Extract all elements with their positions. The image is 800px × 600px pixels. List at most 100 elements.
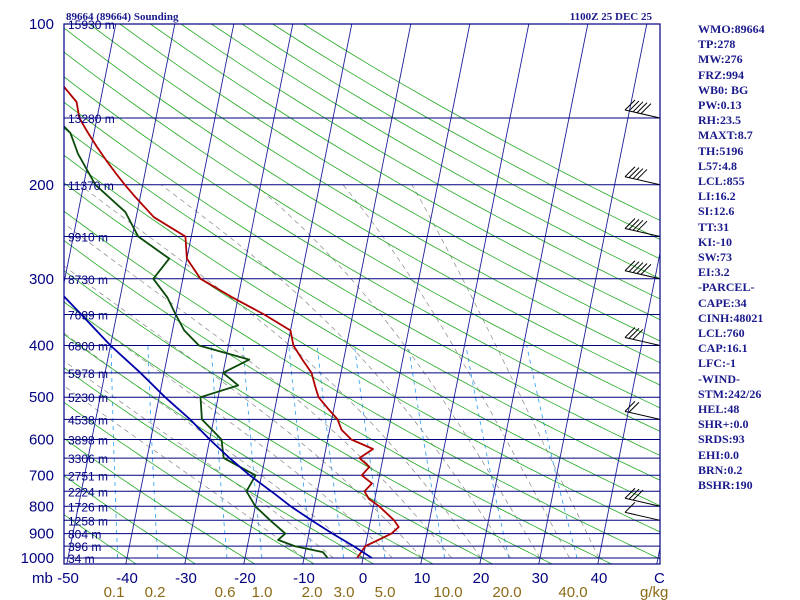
pressure-label: 800: [29, 498, 54, 515]
temperature-tick: 40: [591, 570, 608, 587]
temperature-tick: -30: [175, 570, 197, 587]
wind-barb: [624, 401, 661, 420]
isotherm: [479, 24, 589, 564]
index-item: RH:23.5: [698, 113, 741, 128]
barb-flag: [636, 220, 648, 232]
wind-barb: [624, 487, 661, 507]
sounding-traces: [64, 85, 400, 559]
moist-adiabat: [342, 184, 570, 559]
barb-shaft: [624, 410, 661, 420]
index-item: EI:3.2: [698, 265, 730, 280]
time-label: 1100Z 25 DEC 25: [570, 11, 653, 23]
height-label: 13280 m: [68, 112, 115, 126]
moist-adiabat: [64, 223, 452, 559]
index-item: SHR+:0.0: [698, 417, 749, 432]
height-label: 2751 m: [68, 469, 108, 483]
index-item: MAXT:8.7: [698, 128, 753, 143]
dry-adiabat: [64, 154, 660, 507]
dry-adiabat: [241, 24, 660, 260]
index-item: TH:5196: [698, 143, 744, 158]
barb-shaft: [624, 497, 661, 507]
indices-panel: WMO:89664 TP:278 MW:276 FRZ:994 WB0: BG PW:0.…: [698, 22, 798, 493]
dry-adiabat: [64, 240, 613, 564]
index-item: LFC:-1: [698, 356, 736, 371]
temperature-tick: -20: [234, 570, 256, 587]
barb-flag: [624, 401, 636, 412]
moist-adiabat: [160, 184, 511, 559]
wind-barb: [624, 501, 661, 521]
mixing-ratio-unit: g/kg: [640, 584, 668, 600]
dry-adiabat: [64, 51, 660, 409]
dry-adiabats: [64, 24, 660, 564]
index-item: WMO:89664: [698, 22, 765, 36]
dewpoint-trace: [64, 125, 329, 559]
height-label: 3898 m: [68, 434, 108, 448]
isotherm: [243, 24, 353, 564]
temperature-unit: C: [654, 570, 665, 587]
index-item: TP:278: [698, 37, 736, 52]
barb-flag: [632, 489, 644, 501]
barb-flag: [640, 103, 652, 114]
isotherm: [538, 24, 648, 564]
mixing-ratio-tick: 10.0: [433, 584, 462, 600]
mixing-ratio-tick: 0.1: [104, 584, 125, 600]
isotherms: [64, 24, 660, 564]
height-label: 9910 m: [68, 230, 108, 244]
index-item: SW:73: [698, 250, 733, 265]
barb-flag: [628, 167, 640, 179]
barb-flag: [632, 219, 644, 231]
barb-shaft: [624, 511, 661, 521]
index-item: KI:-10: [698, 234, 732, 249]
pressure-unit: mb: [32, 570, 53, 587]
height-label: 5230 m: [68, 391, 108, 405]
dry-adiabat: [64, 437, 256, 564]
barb-shaft: [624, 176, 661, 186]
barb-flag: [632, 101, 644, 113]
index-item: -WIND-: [698, 371, 740, 386]
index-item: FRZ:994: [698, 67, 744, 82]
height-label: 1258 m: [68, 514, 108, 528]
height-label: 8730 m: [68, 273, 108, 287]
pressure-label: 700: [29, 467, 54, 484]
barb-flag: [636, 169, 648, 180]
pressure-label: 500: [29, 389, 54, 406]
barb-flag: [624, 487, 636, 499]
pressure-label: 200: [29, 177, 54, 194]
index-item: CAPE:34: [698, 295, 747, 310]
pressure-label: 900: [29, 526, 54, 543]
index-item: MW:276: [698, 52, 743, 67]
dry-adiabat: [64, 127, 660, 481]
isotherm: [125, 24, 235, 564]
index-item: SRDS:93: [698, 432, 745, 447]
index-item: BSHR:190: [698, 478, 753, 493]
dry-adiabat: [64, 514, 137, 564]
height-label: 2224 m: [68, 485, 108, 499]
barb-flag: [628, 488, 640, 500]
dry-adiabat: [211, 24, 660, 280]
index-item: STM:242/26: [698, 386, 762, 401]
barb-shaft: [624, 228, 661, 237]
moist-adiabat: [411, 184, 600, 559]
temperature-tick: 20: [473, 570, 490, 587]
height-label: 11370 m: [68, 179, 114, 193]
height-label: 396 m: [68, 540, 101, 554]
dry-adiabat: [64, 301, 494, 564]
moist-adiabat: [64, 385, 305, 559]
barb-flag: [628, 219, 640, 230]
dry-adiabat: [64, 210, 660, 560]
dry-adiabat: [119, 24, 660, 342]
dry-adiabat: [64, 101, 660, 456]
barb-flag: [624, 166, 636, 178]
pressure-label: 600: [29, 432, 54, 449]
index-item: PW:0.13: [698, 98, 742, 113]
index-item: EHI:0.0: [698, 447, 740, 462]
mixing-ratio-tick: 20.0: [492, 584, 521, 600]
barb-flag: [624, 501, 636, 513]
mixing-ratio-tick: 5.0: [375, 584, 396, 600]
mixing-ratio-tick: 3.0: [334, 584, 355, 600]
height-label: 4538 m: [68, 413, 108, 427]
temperature-trace: [64, 85, 400, 559]
dry-adiabat: [64, 270, 553, 564]
barb-shaft: [624, 109, 661, 119]
